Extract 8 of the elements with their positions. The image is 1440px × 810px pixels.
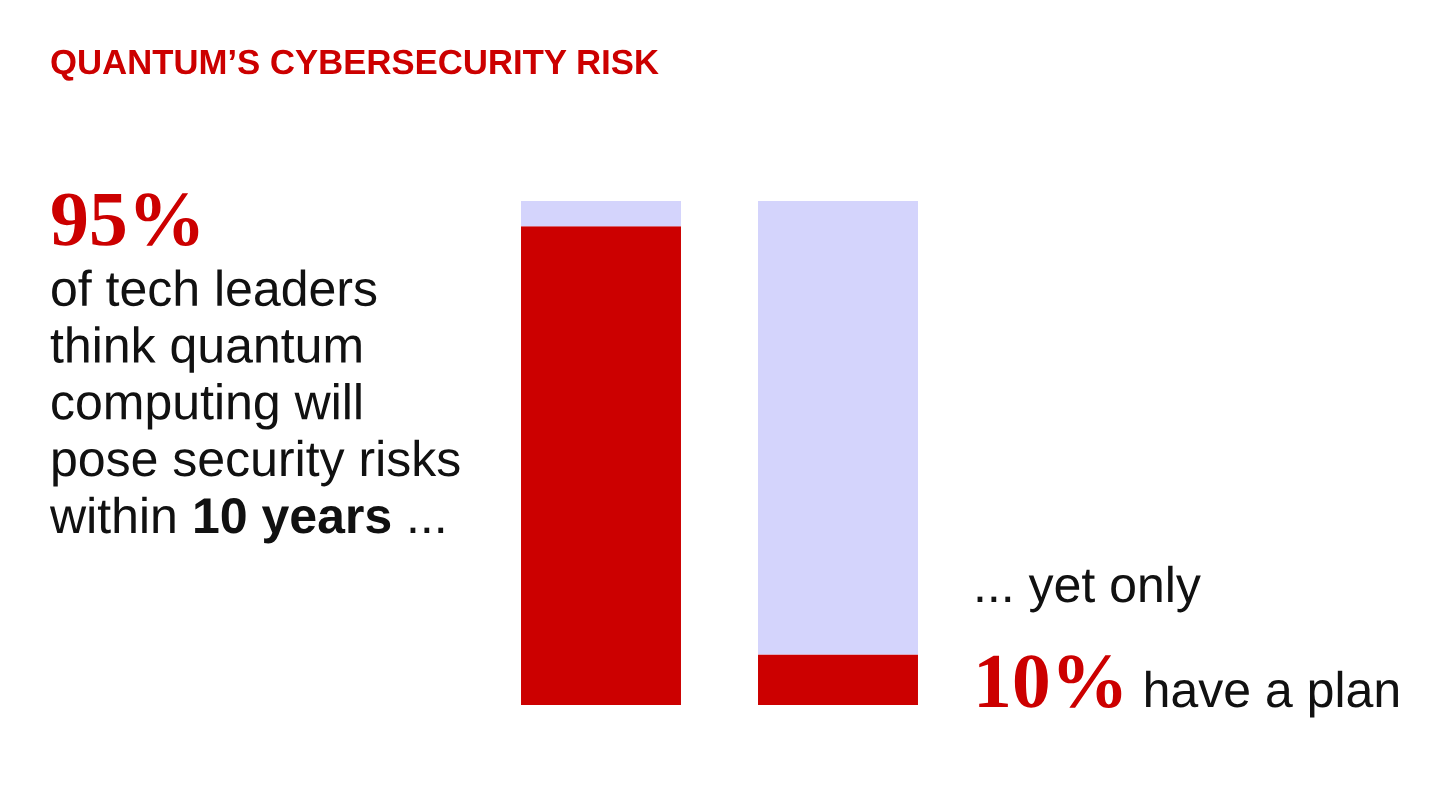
text: ...	[410, 527, 444, 533]
text: 10 years	[195, 498, 391, 544]
text: ... yet only	[977, 565, 1201, 613]
text: 95%	[52, 193, 199, 247]
chart-title: QUANTUM’S CYBERSECURITY RISK	[51, 49, 659, 81]
text: 10%	[979, 655, 1122, 709]
text: within	[49, 496, 175, 534]
text: have a plan	[1146, 670, 1398, 718]
